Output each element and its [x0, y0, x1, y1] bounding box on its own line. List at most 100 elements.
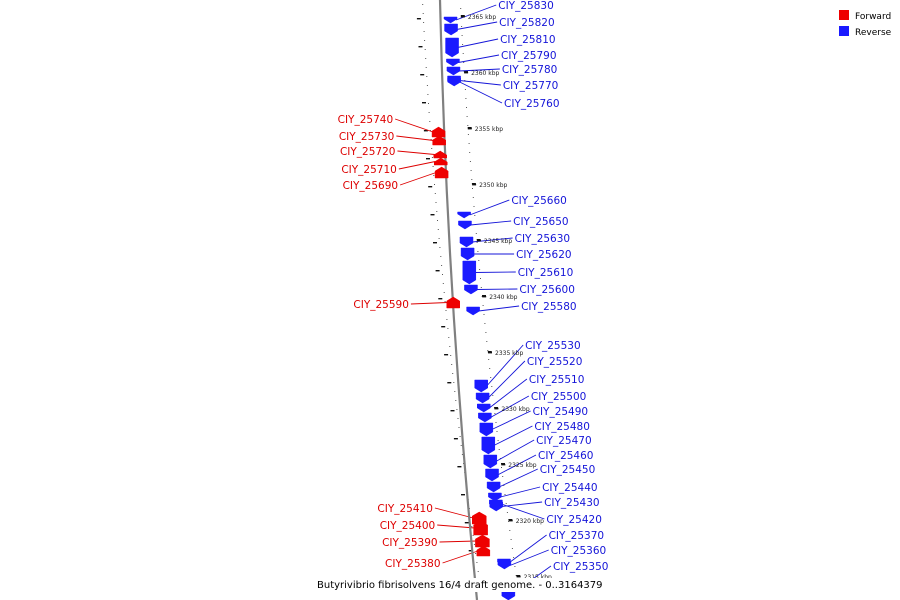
reverse-gene-label: CIY_25660: [511, 195, 567, 207]
reverse-gene-label: CIY_25620: [516, 249, 572, 261]
reverse-gene-arrow: [446, 66, 461, 76]
title-backdrop: [312, 578, 588, 592]
scale-tick: [438, 298, 443, 300]
forward-gene-label: CIY_25400: [380, 520, 436, 532]
scale-tick: [447, 382, 452, 384]
guide-dot: [511, 548, 513, 549]
scale-tick: [464, 522, 469, 524]
guide-dot: [483, 314, 485, 315]
kbp-tick: [467, 128, 472, 130]
guide-dot: [439, 247, 441, 248]
reverse-gene-label: CIY_25630: [515, 233, 571, 245]
guide-dot: [423, 22, 425, 23]
guide-dot: [502, 476, 504, 477]
reverse-gene-arrow: [489, 499, 503, 509]
guide-dot: [438, 238, 440, 239]
guide-dot: [497, 440, 499, 441]
reverse-leader-line: [501, 503, 545, 520]
guide-dot: [505, 503, 507, 504]
guide-dot: [426, 76, 428, 77]
guide-dot: [457, 418, 459, 419]
guide-dot: [488, 359, 490, 360]
scale-tick: [467, 127, 472, 129]
guide-dot: [508, 521, 510, 522]
guide-dot: [446, 319, 448, 320]
forward-gene-arrow: [473, 520, 488, 536]
guide-dot: [469, 161, 471, 162]
scale-tick: [468, 550, 473, 552]
kbp-tick: [508, 520, 513, 522]
reverse-gene-label: CIY_25480: [534, 421, 590, 433]
guide-dot: [468, 143, 470, 144]
guide-dot: [469, 152, 471, 153]
reverse-leader-line: [456, 21, 498, 30]
reverse-leader-line: [498, 468, 538, 488]
forward-gene-arrow: [472, 511, 487, 525]
reverse-gene-label: CIY_25500: [531, 391, 587, 403]
guide-dot: [465, 98, 467, 99]
guide-dot: [494, 413, 496, 414]
guide-dot: [437, 229, 439, 230]
guide-dot: [463, 62, 465, 63]
guide-dot: [484, 323, 486, 324]
reverse-gene-arrow: [457, 211, 471, 219]
guide-dot: [429, 121, 431, 122]
guide-dot: [422, 4, 424, 5]
reverse-gene-label: CIY_25530: [525, 340, 581, 352]
guide-dot: [436, 211, 438, 212]
guide-dot: [477, 251, 479, 252]
reverse-leader-line: [491, 410, 531, 430]
guide-dot: [480, 278, 481, 279]
reverse-gene-label: CIY_25600: [519, 284, 575, 296]
reverse-gene-label: CIY_25370: [549, 530, 605, 542]
scale-tick: [476, 239, 481, 241]
guide-dot: [471, 179, 473, 180]
reverse-gene-arrow: [497, 561, 512, 570]
guide-dot: [425, 67, 427, 68]
scale-tick: [428, 186, 433, 188]
reverse-leader-line: [509, 549, 549, 566]
guide-dot: [435, 202, 437, 203]
reverse-leader-line: [476, 288, 518, 290]
reverse-gene-label: CIY_25350: [553, 561, 609, 573]
guide-dot: [496, 431, 498, 432]
scale-tick: [422, 102, 426, 104]
guide-dot: [515, 575, 517, 576]
guide-dot: [459, 436, 461, 437]
scale-tick: [418, 46, 423, 48]
guide-dot: [477, 571, 479, 572]
reverse-gene-arrow: [483, 454, 498, 469]
scale-tick: [471, 183, 476, 185]
reverse-gene-label: CIY_25810: [500, 34, 555, 46]
scale-tick: [444, 354, 449, 356]
reverse-leader-line: [474, 271, 516, 273]
kbp-tick: [472, 184, 477, 186]
scale-tick: [435, 270, 440, 272]
guide-dot: [472, 197, 474, 198]
guide-dot: [489, 368, 491, 369]
guide-dot: [460, 445, 462, 446]
reverse-gene-arrow: [462, 260, 477, 285]
reverse-gene-label: CIY_25780: [502, 64, 557, 76]
reverse-leader-line: [455, 4, 497, 21]
reverse-leader-line: [459, 80, 501, 86]
reverse-gene-arrow: [464, 284, 478, 295]
guide-dot: [473, 206, 475, 207]
guide-dot: [427, 94, 429, 95]
reverse-leader-line: [488, 378, 528, 409]
reverse-gene-label: CIY_25830: [498, 0, 554, 12]
guide-dot: [501, 467, 502, 468]
kbp-tick: [476, 240, 481, 242]
forward-leader-line: [399, 172, 437, 186]
guide-dot: [466, 107, 467, 108]
reverse-leader-line: [495, 439, 535, 462]
legend-forward-swatch: [839, 10, 849, 20]
reverse-leader-line: [486, 344, 524, 387]
guide-dot: [509, 530, 511, 531]
guide-dot: [498, 449, 500, 450]
scale-tick: [464, 71, 468, 73]
guide-dot: [424, 40, 426, 41]
forward-gene-arrow: [434, 166, 449, 179]
reverse-gene-label: CIY_25460: [538, 450, 594, 462]
forward-gene-label: CIY_25410: [377, 503, 433, 515]
